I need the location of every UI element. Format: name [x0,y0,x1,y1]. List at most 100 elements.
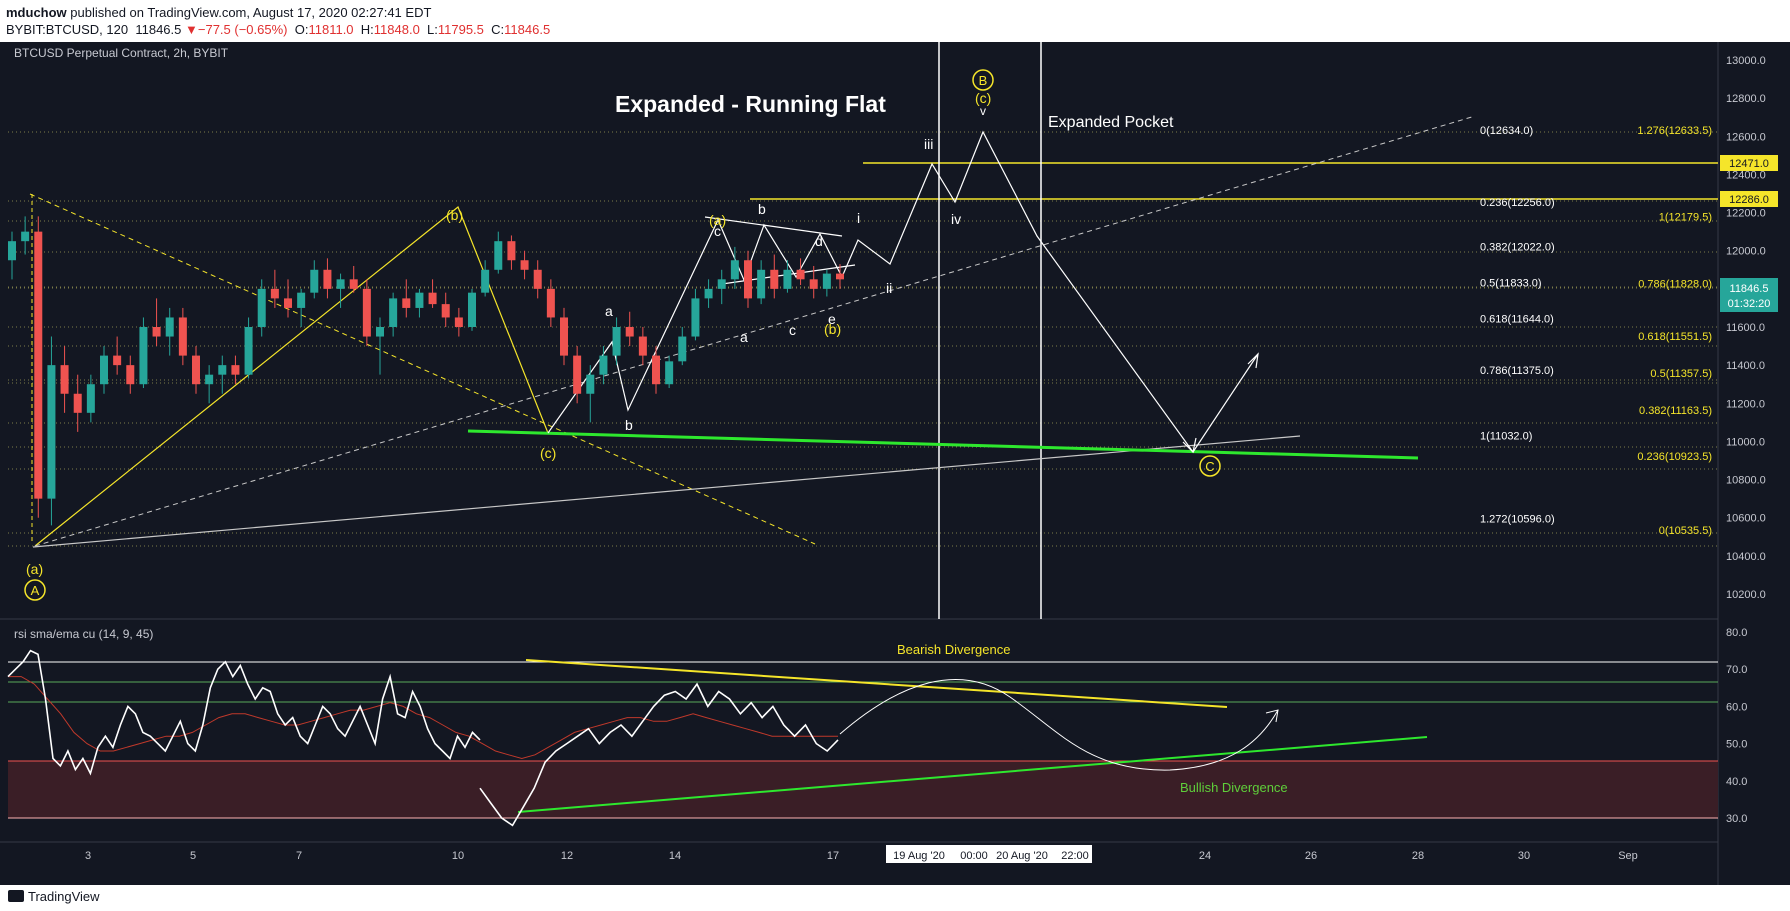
fib-white-label: 0.786(11375.0) [1480,365,1554,377]
candle-body [389,298,398,327]
circle-label-a: A [24,579,46,601]
time-axis-tick: 5 [190,850,196,862]
time-axis[interactable]: 3 5 7 10 12 14 17 24 26 28 30 Sep [85,850,1638,862]
candle-body [822,273,831,289]
time-axis-tick: 20 Aug '20 [996,850,1048,862]
candle-body [270,288,279,299]
wave-label-a-mid: (a) [709,212,726,228]
candle-body [836,273,844,280]
svg-text:12286.0: 12286.0 [1729,194,1769,206]
wave-label-c-top: (c) [975,90,991,106]
candle-body [47,365,56,499]
expanded-pocket-label: Expanded Pocket [1048,114,1174,131]
chart-svg[interactable]: BTCUSD Perpetual Contract, 2h, BYBIT Exp… [0,42,1790,885]
fib-white-label: 0.382(12022.0) [1480,242,1555,254]
time-axis-tick: 24 [1199,850,1211,862]
rsi-axis-tick: 80.0 [1726,627,1747,639]
candle-body [165,317,174,337]
candle-body [60,365,69,394]
fib-white-label: 0(12634.0) [1480,125,1533,137]
candle-body [349,279,358,289]
close-label: C: [491,22,505,37]
fib-yellow-label: 0.786(11828.0) [1638,279,1712,291]
candle-body [625,327,634,337]
candle-body [770,269,779,289]
change-arrow-icon: ▼ [185,22,198,37]
tradingview-logo[interactable]: TradingView [8,889,100,904]
ohlc-line: BYBIT:BTCUSD, 120 11846.5 ▼−77.5 (−0.65%… [6,22,550,37]
candle-body [520,260,529,270]
rsi-axis-tick: 60.0 [1726,701,1747,713]
candle-body [809,279,818,289]
wave-label-iii: iii [924,136,933,152]
price-axis[interactable]: 13000.0 12800.0 12600.0 12400.0 12200.0 12000… [1726,55,1766,601]
candle-body [362,288,371,337]
candle-body [428,292,437,305]
fib-white-label: 1.272(10596.0) [1480,513,1555,525]
wave-label-b-mid: (b) [824,321,841,337]
candle-body [205,374,214,385]
price-axis-tick: 11600.0 [1726,322,1765,334]
time-axis-tick: 28 [1412,850,1424,862]
publish-header: mduchow published on TradingView.com, Au… [0,0,1790,42]
candle-body [730,260,739,280]
candle-body [704,288,713,299]
time-axis-tick: 10 [452,850,464,862]
candle-body [257,288,266,327]
wave-label-iv: iv [951,211,961,227]
wave-label-a-start: (a) [26,561,43,577]
author-name[interactable]: mduchow [6,5,67,20]
tradingview-icon [8,890,24,902]
candle-body [231,365,240,375]
svg-text:01:32:20: 01:32:20 [1728,298,1771,310]
wave-label-b-small: b [625,417,633,433]
time-axis-tick: 7 [296,850,302,862]
candle-body [323,269,332,289]
rsi-layer [7,649,839,827]
time-axis-tick: 12 [561,850,573,862]
candle-body [481,269,490,293]
candle-body [100,355,108,385]
time-axis-tick: Sep [1618,850,1638,862]
candle-body [376,327,384,337]
candle-body [494,241,503,270]
wave-label-tri-e: e [828,311,836,327]
time-axis-tick: 30 [1518,850,1530,862]
change-text: −77.5 (−0.65%) [197,22,288,37]
candle-body [152,327,161,337]
rsi-axis-tick: 40.0 [1726,776,1747,788]
rsi-ema-line [8,676,838,760]
candle-body [546,288,555,318]
chart-title: BTCUSD Perpetual Contract, 2h, BYBIT [14,46,229,60]
time-axis-tick: 26 [1305,850,1317,862]
fib-white-label: 0.236(12256.0) [1480,197,1555,209]
rsi-axis-tick: 30.0 [1726,813,1747,825]
price-axis-tick: 11000.0 [1726,436,1765,448]
svg-text:C: C [1205,459,1214,474]
wave-label-ii: ii [886,280,892,296]
rsi-band-fill [8,761,1718,818]
bullish-divergence-label: Bullish Divergence [1180,780,1288,795]
candle-body [586,374,595,394]
rsi-line-tail [479,682,839,827]
candle-body [454,317,463,327]
wave-label-a-small: a [605,303,613,319]
candle-body [533,269,542,289]
bearish-divergence-label: Bearish Divergence [897,642,1010,657]
fib-yellow-label: 1(12179.5) [1659,211,1712,223]
last-price-text: 11846.5 [135,22,182,37]
high-label: H: [360,22,374,37]
price-axis-tick: 10200.0 [1726,589,1766,601]
rsi-axis[interactable]: 80.0 70.0 60.0 50.0 40.0 30.0 [1726,627,1747,825]
price-axis-tick: 10600.0 [1726,513,1766,525]
candle-body [178,317,187,356]
price-axis-tick: 11200.0 [1726,398,1765,410]
candle-body [73,393,82,413]
wave-label-c-small: c [714,223,721,239]
candle-body [34,231,43,499]
chart-area[interactable]: BTCUSD Perpetual Contract, 2h, BYBIT Exp… [0,42,1790,885]
candle-body [336,279,345,289]
candle-body [599,355,608,375]
time-axis-tick: 17 [827,850,839,862]
tradingview-brand: TradingView [28,889,100,904]
